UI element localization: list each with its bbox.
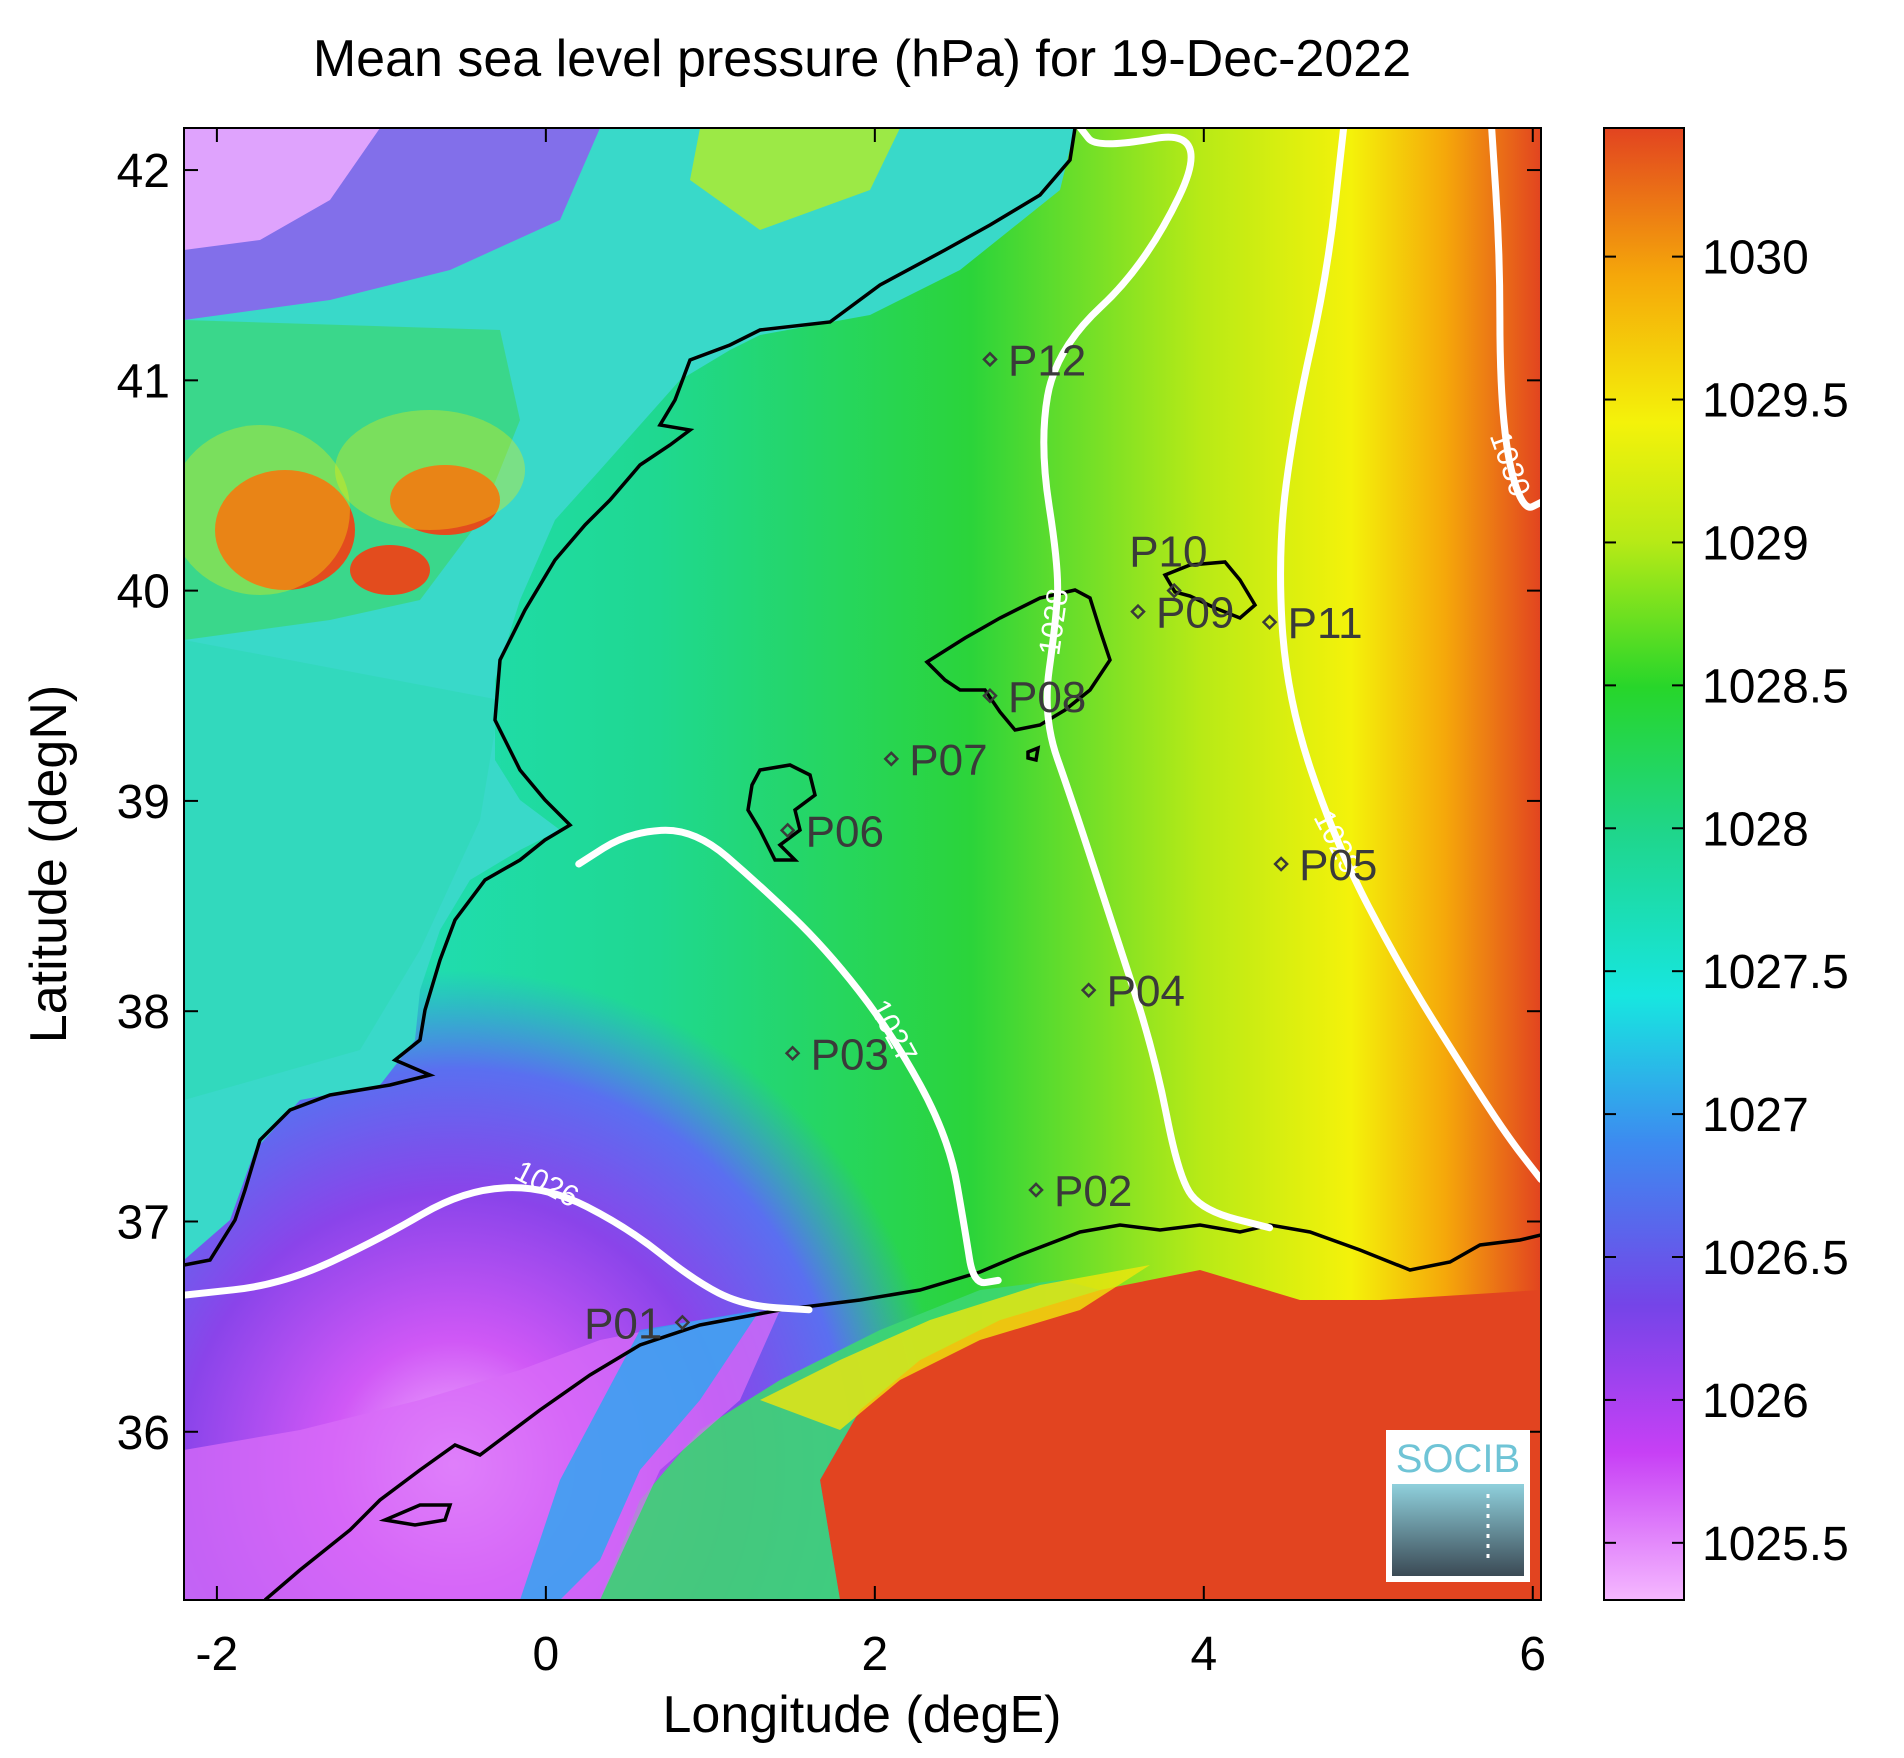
x-tick-label: -2 — [196, 1628, 239, 1681]
ibiza-coastline — [746, 763, 817, 862]
colorbar-tick-label: 1026 — [1702, 1375, 1809, 1428]
station-marker — [1166, 582, 1182, 599]
colorbar-tick-label: 1025.5 — [1702, 1518, 1849, 1571]
station-markers: P01 P02 P03 P04 P05 P06 P07 P08 P09 P10 P11 P12 — [584, 336, 1377, 1348]
iberian-coastline — [184, 128, 1077, 1267]
plot-frame — [183, 127, 1542, 1601]
menorca-coastline — [1162, 560, 1258, 621]
station-marker — [674, 1314, 691, 1331]
alboran-coastline — [378, 1503, 453, 1527]
chart-title: Mean sea level pressure (hPa) for 19-Dec… — [313, 30, 1411, 88]
socib-logo: SOCIB — [1386, 1430, 1530, 1582]
y-tick-label: 41 — [117, 355, 170, 408]
colorbar-tick-label: 1028 — [1702, 803, 1809, 856]
colorbar: 1025.5 1026 1026.5 1027 1027.5 1028 1028.5 1029… — [1603, 127, 1849, 1601]
colorbar-tick-label: 1027 — [1702, 1089, 1809, 1142]
colorbar-tick-label: 1029 — [1702, 517, 1809, 570]
x-tick-label: 2 — [861, 1628, 888, 1681]
y-tick-label: 42 — [117, 145, 170, 198]
station-label: P07 — [909, 736, 987, 785]
station-marker — [1080, 982, 1097, 998]
station-marker — [883, 751, 900, 767]
y-tick-label: 36 — [117, 1407, 170, 1460]
station-label: P02 — [1054, 1167, 1132, 1216]
y-axis-label: Latitude (degN) — [20, 685, 78, 1043]
coastlines — [184, 128, 1541, 1600]
station-label: P08 — [1008, 673, 1086, 722]
x-axis-label: Longitude (degE) — [663, 1686, 1062, 1744]
station-marker — [784, 1045, 801, 1062]
y-tick-label: 37 — [117, 1196, 170, 1249]
station-marker — [1261, 614, 1278, 630]
station-marker — [1028, 1182, 1044, 1198]
pressure-field — [184, 128, 1541, 1600]
y-tick-label: 40 — [117, 566, 170, 619]
axes: -2 0 2 4 6 36 37 38 39 40 41 42 — [117, 128, 1546, 1681]
y-tick-label: 39 — [117, 776, 170, 829]
station-marker — [1273, 856, 1289, 872]
colorbar-tick-label: 1029.5 — [1702, 375, 1849, 428]
isobar-1027 — [575, 826, 1002, 1287]
x-tick-label: 0 — [533, 1628, 560, 1681]
station-marker — [982, 688, 998, 704]
isobar-1028 — [1040, 128, 1274, 1232]
station-marker — [982, 351, 998, 368]
x-tick-label: 6 — [1519, 1628, 1546, 1681]
colorbar-tick-label: 1026.5 — [1702, 1232, 1849, 1285]
north-african-coastline — [263, 1223, 1541, 1600]
station-marker — [1130, 603, 1146, 620]
station-marker — [779, 822, 796, 839]
station-label: P05 — [1299, 841, 1377, 890]
cabrera-coastline — [1026, 745, 1041, 763]
socib-logo-text: SOCIB — [1396, 1437, 1520, 1481]
isobar-1030 — [1488, 128, 1541, 511]
colorbar-gradient — [1603, 127, 1685, 1601]
colorbar-tick-label: 1030 — [1702, 232, 1809, 285]
isobar-1026 — [184, 1184, 813, 1314]
colorbar-tick-label: 1028.5 — [1702, 660, 1849, 713]
station-label: P10 — [1129, 528, 1207, 577]
station-label: P09 — [1156, 589, 1234, 638]
y-tick-label: 38 — [117, 986, 170, 1039]
station-label: P03 — [811, 1030, 889, 1079]
isobar-1029 — [1277, 128, 1541, 1183]
colorbar-tick-label: 1027.5 — [1702, 946, 1849, 999]
station-label: P06 — [806, 807, 884, 856]
station-label: P01 — [584, 1299, 662, 1348]
station-label: P04 — [1107, 967, 1185, 1016]
mallorca-coastline — [924, 588, 1112, 732]
station-label: P12 — [1008, 336, 1086, 385]
colorbar-ticks: 1025.5 1026 1026.5 1027 1027.5 1028 1028.5 1029… — [1604, 232, 1849, 1571]
station-label: P11 — [1288, 599, 1363, 648]
x-tick-label: 4 — [1190, 1628, 1217, 1681]
